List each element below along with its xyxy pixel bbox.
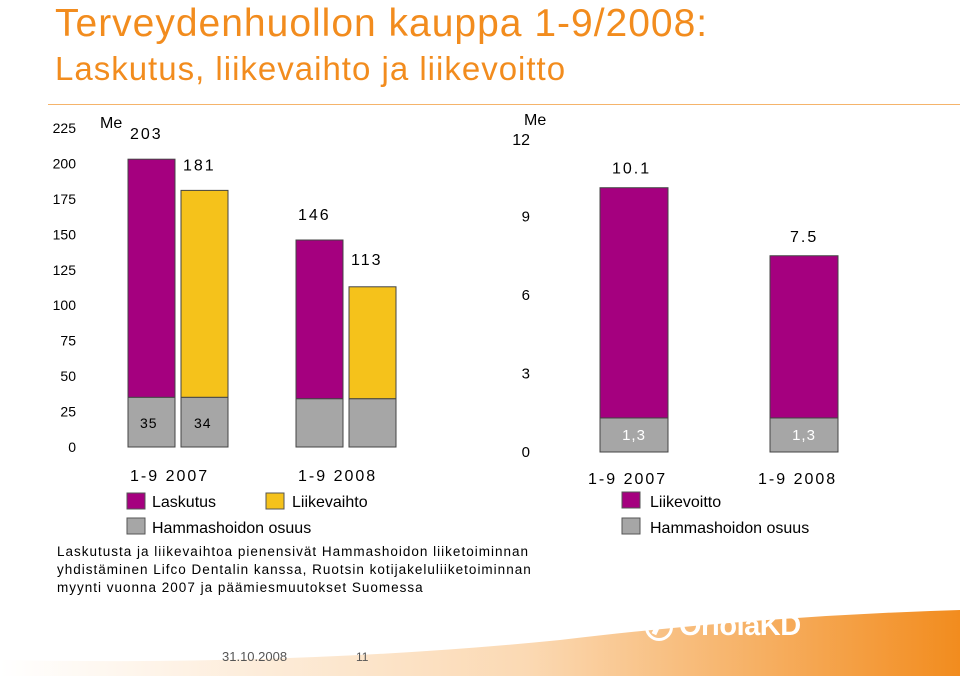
data-label: 34: [194, 415, 212, 431]
bar-liikevoitto: [769, 255, 839, 419]
y-tick-label: 175: [53, 191, 77, 207]
legend-label: Laskutus: [152, 494, 216, 511]
legend-swatch-liikevoitto: [621, 491, 641, 509]
y-unit-label: Me: [524, 112, 546, 129]
bar-liikevaihto: [348, 286, 397, 400]
bar-laskutus: [295, 239, 344, 400]
bar-segment-hammashoidon: [127, 396, 176, 448]
footnote-line: Laskutusta ja liikevaihtoa pienensivät H…: [57, 544, 529, 559]
bar-segment-hammashoidon: [180, 396, 229, 448]
footnote-line: yhdistäminen Lifco Dentalin kanssa, Ruot…: [57, 562, 532, 577]
logo-icon: [645, 613, 673, 641]
bar-liikevaihto: [180, 189, 229, 398]
y-tick-label: 100: [53, 297, 77, 313]
bar-segment-hammashoidon: [348, 398, 397, 448]
legend-swatch-laskutus: [126, 492, 146, 510]
data-label: 113: [351, 252, 383, 269]
legend-label: Hammashoidon osuus: [650, 520, 809, 537]
legend-swatch-liikevaihto: [265, 492, 285, 510]
footer-date: 31.10.2008: [222, 649, 288, 664]
y-tick-label: 12: [512, 132, 530, 149]
y-tick-label: 25: [60, 404, 76, 420]
legend-label: Liikevoitto: [650, 494, 721, 511]
title-line-2: Laskutus, liikevaihto ja liikevoitto: [55, 50, 567, 87]
bar-segment-hammashoidon: [295, 398, 344, 448]
footnote-line: myynti vuonna 2007 ja päämiesmuutokset S…: [57, 580, 424, 595]
page-number: 11: [356, 650, 369, 664]
y-tick-label: 0: [522, 444, 530, 461]
legend-swatch-hammashoidon: [621, 517, 641, 535]
y-tick-label: 9: [522, 209, 530, 226]
data-label: 146: [298, 207, 331, 224]
title-divider: [48, 104, 960, 105]
data-label: 1,3: [622, 427, 646, 444]
legend-swatch-hammashoidon: [126, 517, 146, 535]
bar-segment-hammashoidon: [769, 417, 839, 453]
bar-laskutus: [127, 158, 176, 398]
y-tick-label: 50: [60, 368, 76, 384]
data-label: 1,3: [792, 427, 816, 444]
company-logo: OriolaKD: [645, 610, 801, 643]
y-tick-label: 225: [53, 120, 77, 136]
data-label: 203: [130, 126, 163, 143]
footnote: Laskutusta ja liikevaihtoa pienensivät H…: [57, 543, 532, 597]
footer-band: [0, 610, 960, 676]
legend-label: Hammashoidon osuus: [152, 520, 311, 537]
title-line-1: Terveydenhuollon kauppa 1-9/2008:: [55, 2, 709, 45]
x-tick-label: 1-9 2008: [758, 471, 837, 488]
y-tick-label: 125: [53, 262, 77, 278]
data-label: 7.5: [790, 229, 818, 246]
legend-label: Liikevaihto: [292, 494, 368, 511]
x-tick-label: 1-9 2007: [588, 471, 667, 488]
y-unit-label: Me: [100, 115, 122, 132]
data-label: 181: [183, 157, 216, 174]
data-label: 35: [140, 415, 158, 431]
data-label: 10.1: [612, 161, 651, 178]
x-tick-label: 1-9 2007: [130, 468, 209, 485]
bar-liikevoitto: [599, 187, 669, 419]
y-tick-label: 150: [53, 226, 77, 242]
logo-text: OriolaKD: [679, 610, 801, 642]
y-tick-label: 3: [522, 366, 530, 383]
y-tick-label: 0: [68, 439, 76, 455]
y-tick-label: 75: [60, 333, 76, 349]
left-chart: 0 25 50 75 100 125 150 175 200 225 Me 203 181 146 113 3…: [53, 112, 839, 537]
y-tick-label: 200: [53, 155, 77, 171]
y-tick-label: 6: [522, 287, 530, 304]
bar-segment-hammashoidon: [599, 417, 669, 453]
x-tick-label: 1-9 2008: [298, 468, 377, 485]
